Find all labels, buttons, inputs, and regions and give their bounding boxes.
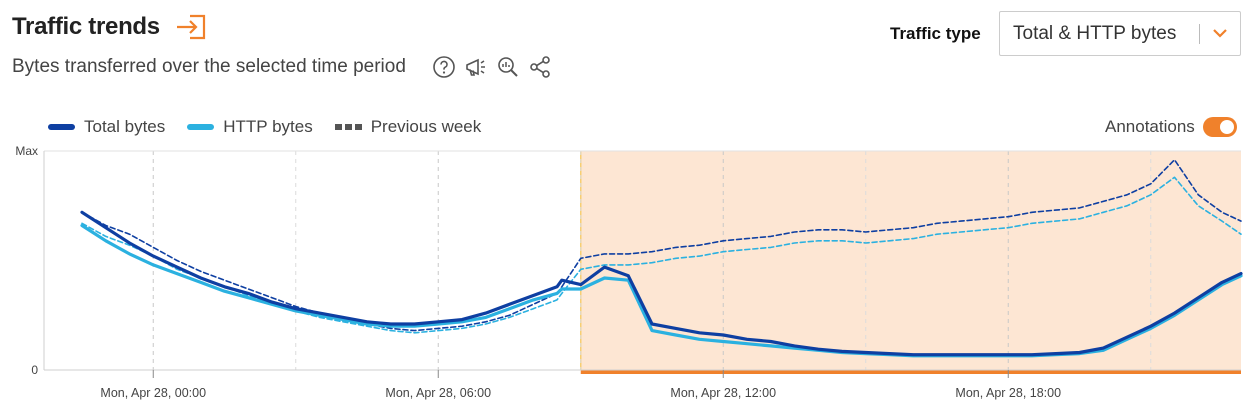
x-tick-label: Mon, Apr 28, 06:00 [385,386,491,400]
annotations-label: Annotations [1105,117,1195,136]
x-tick-label: Mon, Apr 28, 12:00 [670,386,776,400]
legend-label-http: HTTP bytes [223,117,313,136]
traffic-chart: Max 0 Mon, Apr 28, 00:00 Mon, Apr 28, 06:00… [15,144,1243,400]
share-icon[interactable] [528,55,552,79]
chart-legend: Total bytes HTTP bytes Previous week [48,117,503,137]
series-line-previous-week-http [81,176,1242,334]
open-panel-icon[interactable] [174,13,208,41]
legend-item-previous[interactable]: Previous week [334,117,482,137]
traffic-type-value: Total & HTTP bytes [1013,22,1177,44]
page-subtitle: Bytes transferred over the selected time… [12,56,406,77]
y-tick-label: Max [15,144,38,158]
legend-label-total: Total bytes [84,117,166,136]
legend-item-total[interactable]: Total bytes [48,117,165,137]
annotations-toggle[interactable] [1202,117,1237,137]
traffic-type-select[interactable]: Total & HTTP bytes [999,11,1241,56]
series-line-previous-week-total [81,159,1242,332]
legend-swatch-http [187,124,215,130]
annotations-control: Annotations [1105,117,1237,137]
legend-swatch-total [48,124,75,130]
megaphone-icon[interactable] [464,55,488,79]
chevron-down-icon[interactable] [1200,12,1240,55]
traffic-type-label: Traffic type [890,24,981,43]
help-icon[interactable] [432,55,456,79]
x-tick-label: Mon, Apr 28, 00:00 [100,386,206,400]
annotation-region [580,151,1241,370]
legend-item-http[interactable]: HTTP bytes [187,117,313,137]
y-tick-label: 0 [31,363,38,377]
series-line-total-bytes [80,210,1243,357]
zoom-chart-icon[interactable] [496,55,520,79]
legend-label-previous: Previous week [370,117,482,136]
select-divider [1199,23,1200,44]
page-title: Traffic trends [12,13,160,40]
legend-swatch-previous [334,124,362,130]
x-tick-label: Mon, Apr 28, 18:00 [955,386,1061,400]
